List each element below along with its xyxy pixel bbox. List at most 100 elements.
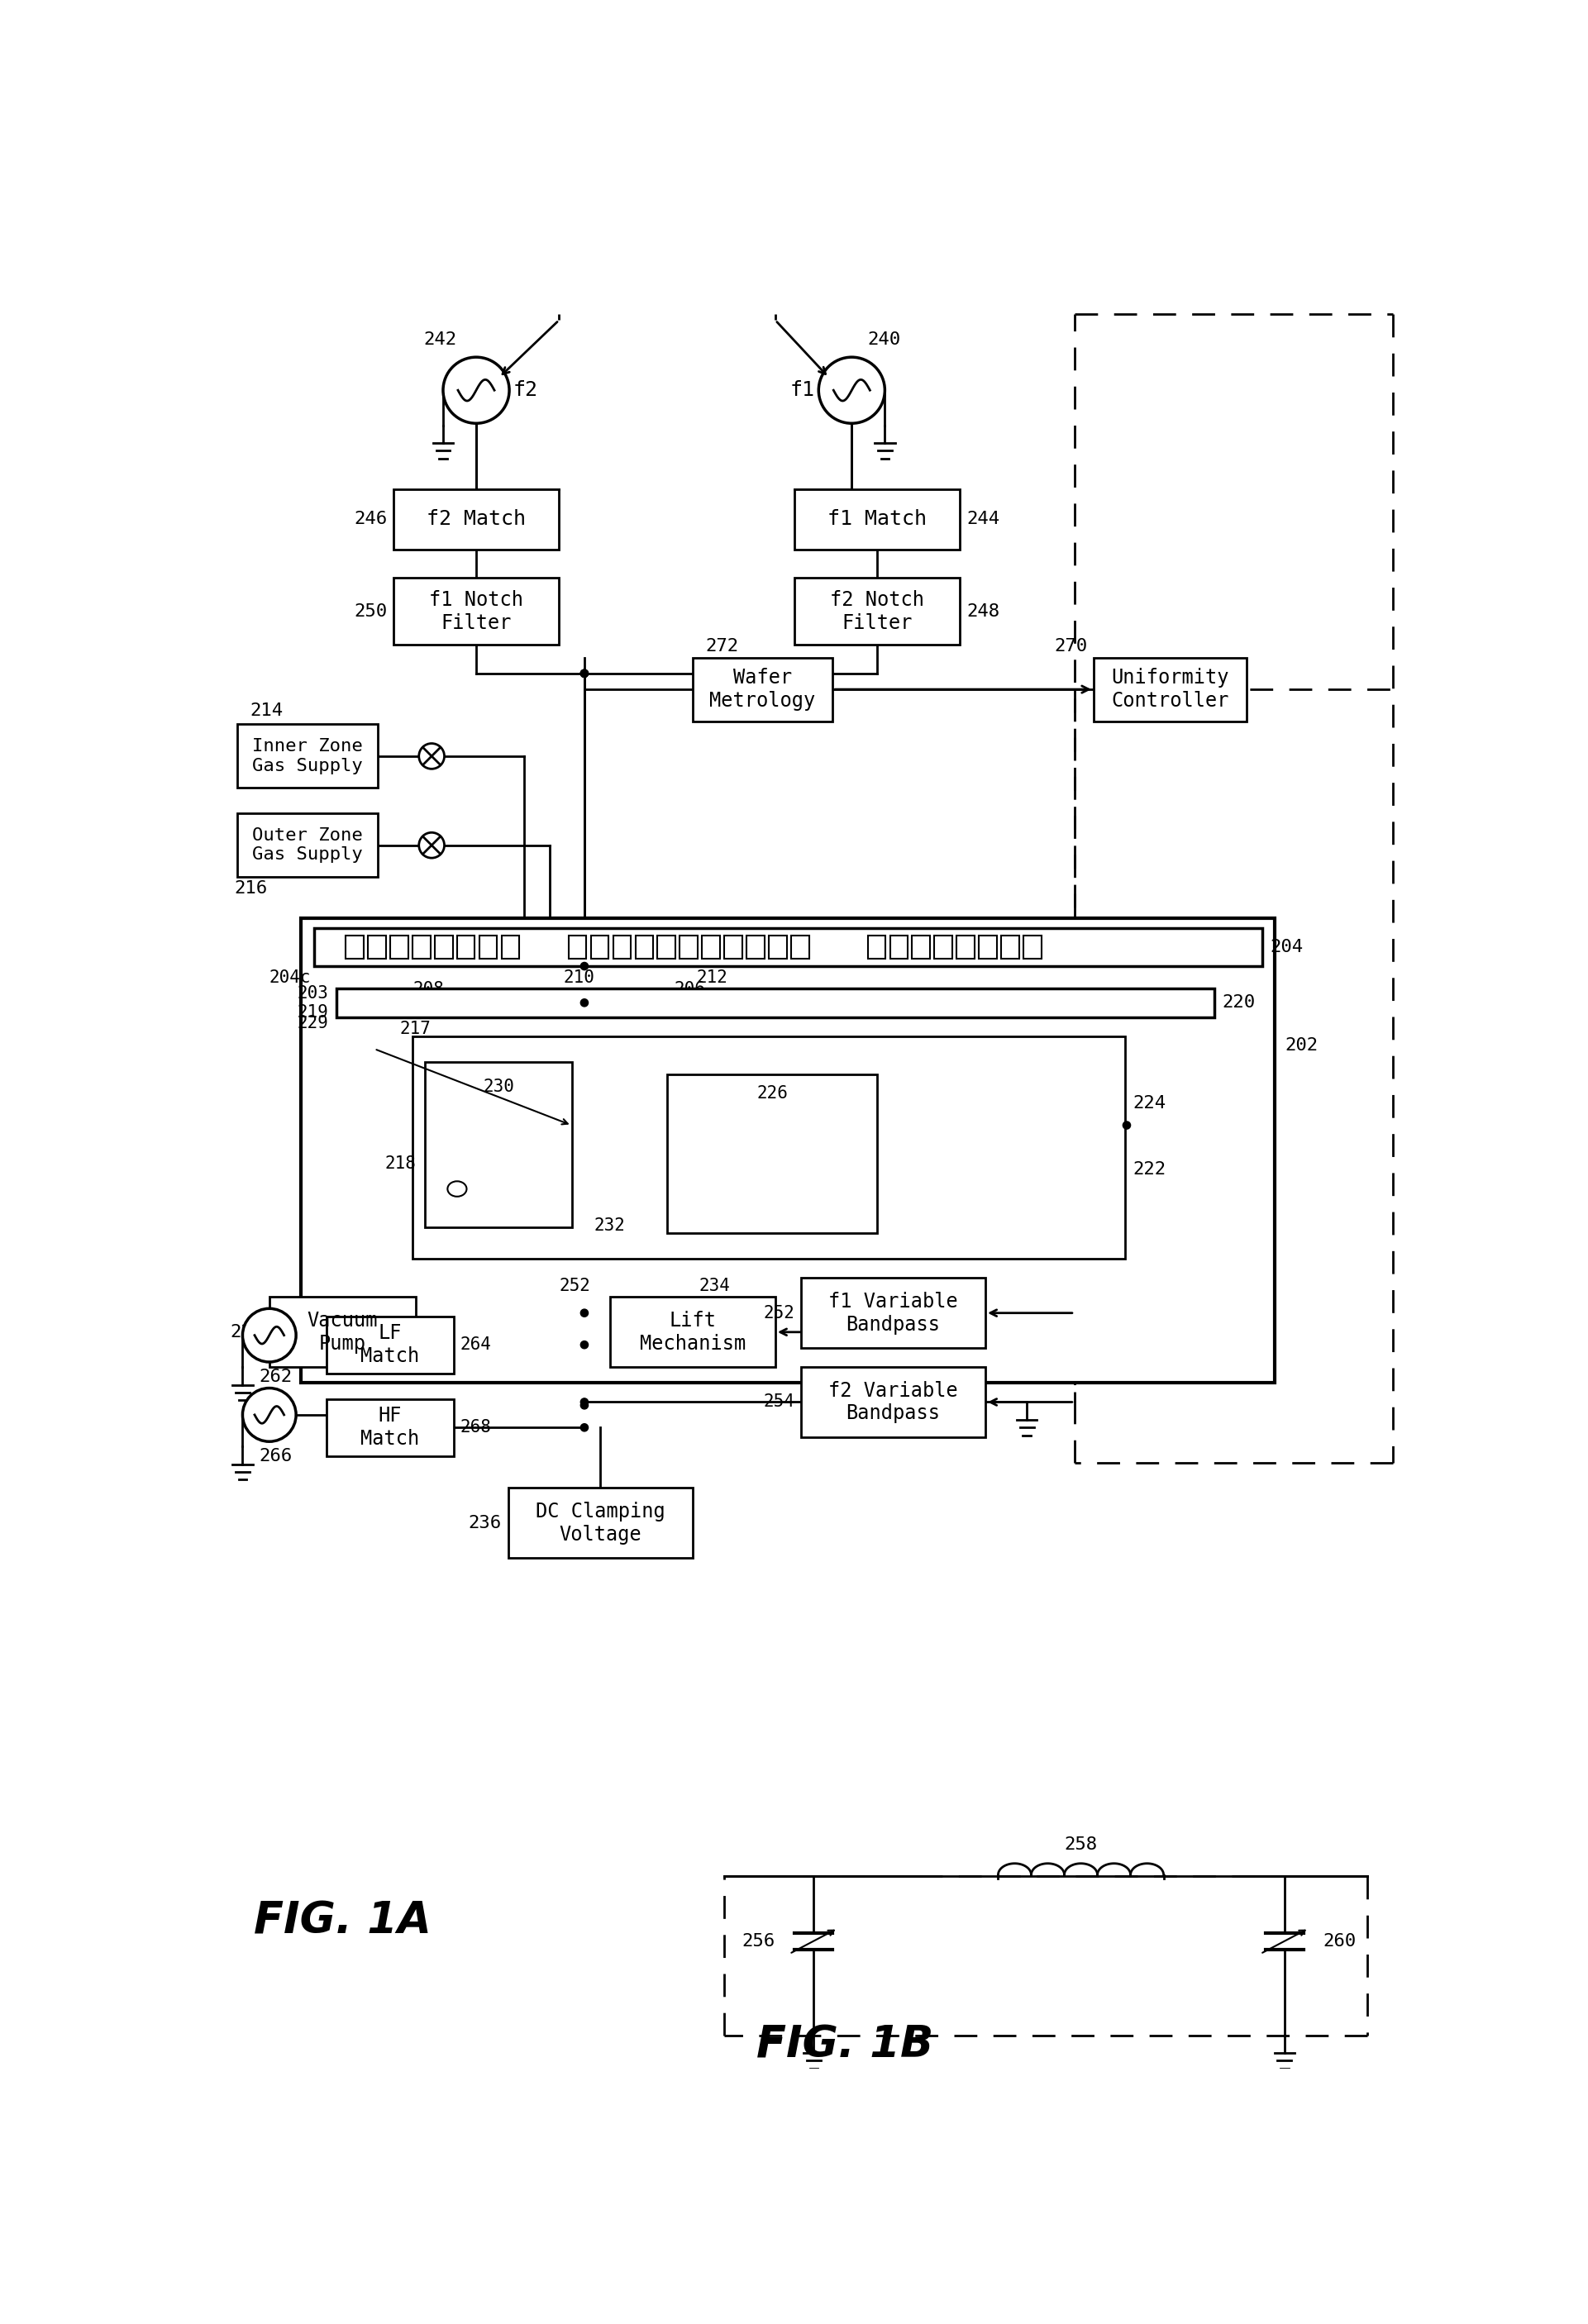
- Text: 204c: 204c: [268, 969, 311, 985]
- Text: 240: 240: [867, 330, 900, 349]
- Circle shape: [581, 669, 588, 676]
- Bar: [794, 579, 959, 644]
- Bar: [302, 918, 1275, 1383]
- Text: 208: 208: [413, 981, 445, 997]
- Circle shape: [581, 1425, 588, 1432]
- Bar: [337, 988, 1215, 1018]
- Bar: [480, 937, 497, 957]
- Text: 202: 202: [1285, 1037, 1318, 1055]
- Text: 220: 220: [1223, 995, 1256, 1011]
- Text: 203: 203: [297, 985, 329, 1002]
- Bar: [1094, 658, 1247, 720]
- Circle shape: [581, 1399, 588, 1406]
- Text: 266: 266: [259, 1448, 292, 1464]
- Bar: [508, 1487, 692, 1557]
- Bar: [692, 658, 832, 720]
- Text: 226: 226: [756, 1085, 788, 1102]
- Bar: [889, 937, 908, 957]
- Text: f1 Match: f1 Match: [827, 509, 927, 530]
- Text: 264: 264: [461, 1336, 492, 1353]
- Bar: [238, 813, 378, 876]
- Bar: [591, 937, 608, 957]
- Text: Uniformity
Controller: Uniformity Controller: [1112, 667, 1229, 711]
- Bar: [1002, 937, 1019, 957]
- Bar: [657, 937, 675, 957]
- Bar: [724, 937, 742, 957]
- Text: 268: 268: [461, 1420, 492, 1436]
- Text: 236: 236: [468, 1515, 502, 1532]
- Text: 219: 219: [297, 1004, 329, 1020]
- Text: f2 Match: f2 Match: [427, 509, 526, 530]
- Bar: [613, 937, 630, 957]
- Text: 272: 272: [705, 637, 738, 655]
- Text: 244: 244: [966, 511, 999, 528]
- Text: 212: 212: [697, 969, 727, 985]
- Text: 222: 222: [1134, 1162, 1166, 1178]
- Text: FIG. 1A: FIG. 1A: [254, 1899, 430, 1943]
- Text: 252: 252: [764, 1304, 794, 1322]
- Text: FIG. 1B: FIG. 1B: [756, 2024, 934, 2066]
- Text: 200: 200: [789, 932, 826, 951]
- Text: 234: 234: [699, 1278, 730, 1294]
- Text: 230: 230: [483, 1078, 515, 1095]
- Bar: [413, 1037, 1126, 1260]
- Bar: [794, 488, 959, 548]
- Text: 250: 250: [354, 604, 387, 621]
- Text: Lift
Mechanism: Lift Mechanism: [640, 1311, 746, 1353]
- Bar: [912, 937, 931, 957]
- Text: f2 Variable
Bandpass: f2 Variable Bandpass: [829, 1380, 958, 1425]
- Text: 260: 260: [1323, 1934, 1356, 1950]
- Text: 248: 248: [966, 604, 999, 621]
- Bar: [1024, 937, 1042, 957]
- Bar: [502, 937, 519, 957]
- Text: Vacuum
Pump: Vacuum Pump: [306, 1311, 378, 1353]
- Text: f1 Variable
Bandpass: f1 Variable Bandpass: [829, 1292, 958, 1334]
- Bar: [610, 1297, 775, 1367]
- Bar: [934, 937, 953, 957]
- Text: f2: f2: [513, 381, 538, 400]
- Circle shape: [581, 669, 588, 676]
- Bar: [327, 1315, 454, 1373]
- Bar: [413, 937, 430, 957]
- Text: 262: 262: [259, 1369, 292, 1385]
- Bar: [314, 927, 1262, 967]
- Text: 210: 210: [564, 969, 596, 985]
- Text: 254: 254: [764, 1394, 794, 1411]
- Circle shape: [243, 1387, 295, 1441]
- Text: 246: 246: [354, 511, 387, 528]
- Ellipse shape: [448, 1181, 467, 1197]
- Bar: [327, 1399, 454, 1457]
- Text: Wafer
Metrology: Wafer Metrology: [710, 667, 816, 711]
- Bar: [746, 937, 764, 957]
- Text: f1: f1: [789, 381, 815, 400]
- Bar: [769, 937, 786, 957]
- Bar: [391, 937, 408, 957]
- Circle shape: [419, 744, 445, 769]
- Circle shape: [581, 1308, 588, 1318]
- Bar: [394, 488, 559, 548]
- Text: 217: 217: [400, 1020, 430, 1037]
- Text: 218: 218: [384, 1155, 416, 1171]
- Text: 232: 232: [594, 1218, 626, 1234]
- Bar: [635, 937, 653, 957]
- Bar: [667, 1074, 877, 1234]
- Bar: [569, 937, 586, 957]
- Text: 252: 252: [559, 1278, 591, 1294]
- Bar: [980, 937, 997, 957]
- Circle shape: [581, 1341, 588, 1348]
- Bar: [346, 937, 364, 957]
- Text: Outer Zone
Gas Supply: Outer Zone Gas Supply: [252, 827, 362, 862]
- Circle shape: [581, 1401, 588, 1408]
- Circle shape: [443, 358, 510, 423]
- Text: 270: 270: [1054, 637, 1088, 655]
- Circle shape: [819, 358, 885, 423]
- Bar: [426, 1062, 572, 1227]
- Text: 204: 204: [1270, 939, 1304, 955]
- Bar: [800, 1278, 986, 1348]
- Text: 216: 216: [235, 881, 267, 897]
- Circle shape: [581, 999, 588, 1006]
- Circle shape: [581, 669, 588, 676]
- Bar: [435, 937, 453, 957]
- Text: 256: 256: [742, 1934, 775, 1950]
- Text: 229: 229: [297, 1016, 329, 1032]
